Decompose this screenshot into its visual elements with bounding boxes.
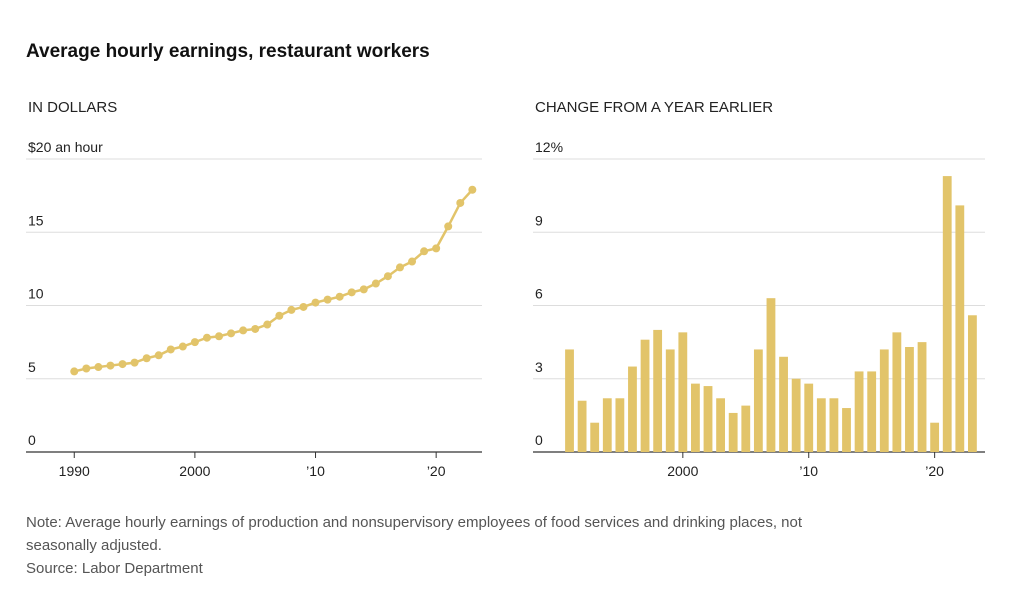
bar (653, 329, 663, 452)
point (275, 311, 284, 320)
point (190, 338, 199, 347)
bar (640, 339, 650, 452)
bar (892, 332, 902, 452)
point (371, 279, 380, 288)
bar (741, 405, 751, 452)
bar (905, 347, 914, 452)
point (118, 360, 127, 369)
bar (879, 349, 889, 452)
x-tick-label: ’10 (306, 463, 325, 479)
point (468, 185, 477, 194)
point (94, 363, 103, 372)
point (420, 247, 429, 256)
bar (791, 378, 801, 452)
x-tick-label: ’20 (925, 463, 944, 479)
note: seasonally adjusted. (26, 537, 162, 554)
y-tick-label: $20 an hour (28, 139, 103, 155)
point (323, 295, 332, 304)
bar (691, 383, 700, 452)
point (239, 326, 248, 335)
bar (942, 176, 952, 452)
bar (615, 398, 625, 452)
point (383, 272, 392, 281)
point (287, 305, 296, 314)
point (227, 329, 236, 338)
bar (628, 366, 637, 452)
line (73, 188, 474, 373)
bar (968, 315, 977, 452)
point (106, 361, 115, 370)
bar (753, 349, 763, 452)
bar (766, 298, 776, 452)
x-tick-label: ’20 (427, 463, 446, 479)
point (130, 358, 139, 367)
y-tick-label: 6 (535, 286, 543, 302)
bar (665, 349, 675, 452)
y-tick-label: 12% (535, 139, 563, 155)
y-tick-label: 3 (535, 359, 543, 375)
bar (842, 408, 851, 452)
bar (829, 398, 839, 452)
source: Source: Labor Department (26, 560, 204, 577)
point (444, 222, 453, 231)
y-tick-label: 10 (28, 286, 44, 302)
bar (867, 371, 877, 452)
bar (854, 371, 864, 452)
point (70, 367, 79, 376)
bar (565, 349, 574, 452)
point (299, 302, 308, 311)
point (359, 285, 368, 294)
point (142, 354, 151, 363)
point (456, 198, 465, 207)
point (154, 351, 163, 360)
subtitle: IN DOLLARS (28, 99, 117, 116)
point (263, 320, 272, 329)
bar (930, 422, 940, 452)
bar (678, 332, 688, 452)
bar (728, 412, 738, 452)
point (178, 342, 187, 351)
bar (703, 386, 713, 452)
point (408, 257, 417, 266)
y-tick-label: 15 (28, 212, 44, 228)
y-tick-label: 9 (535, 212, 543, 228)
subtitle: CHANGE FROM A YEAR EARLIER (535, 99, 773, 116)
point (202, 333, 211, 342)
bar (716, 398, 726, 452)
point (251, 324, 260, 333)
bar (779, 356, 788, 452)
bar (816, 398, 826, 452)
bar (590, 422, 600, 452)
note: Note: Average hourly earnings of product… (26, 514, 803, 531)
x-tick-label: 1990 (59, 463, 90, 479)
y-tick-label: 0 (535, 432, 543, 448)
y-tick-label: 5 (28, 359, 36, 375)
point (347, 288, 356, 297)
bar (955, 205, 965, 452)
point (432, 244, 441, 253)
point (311, 298, 320, 307)
point (166, 345, 175, 354)
bar (602, 398, 612, 452)
point (395, 263, 404, 272)
point (335, 292, 344, 301)
bar (804, 383, 814, 452)
chart-title: Average hourly earnings, restaurant work… (26, 41, 430, 62)
y-tick-label: 0 (28, 432, 36, 448)
bar (917, 342, 927, 452)
x-tick-label: 2000 (667, 463, 698, 479)
x-tick-label: ’10 (799, 463, 818, 479)
point (215, 332, 224, 341)
bar (577, 400, 587, 452)
point (82, 364, 91, 373)
x-tick-label: 2000 (179, 463, 210, 479)
